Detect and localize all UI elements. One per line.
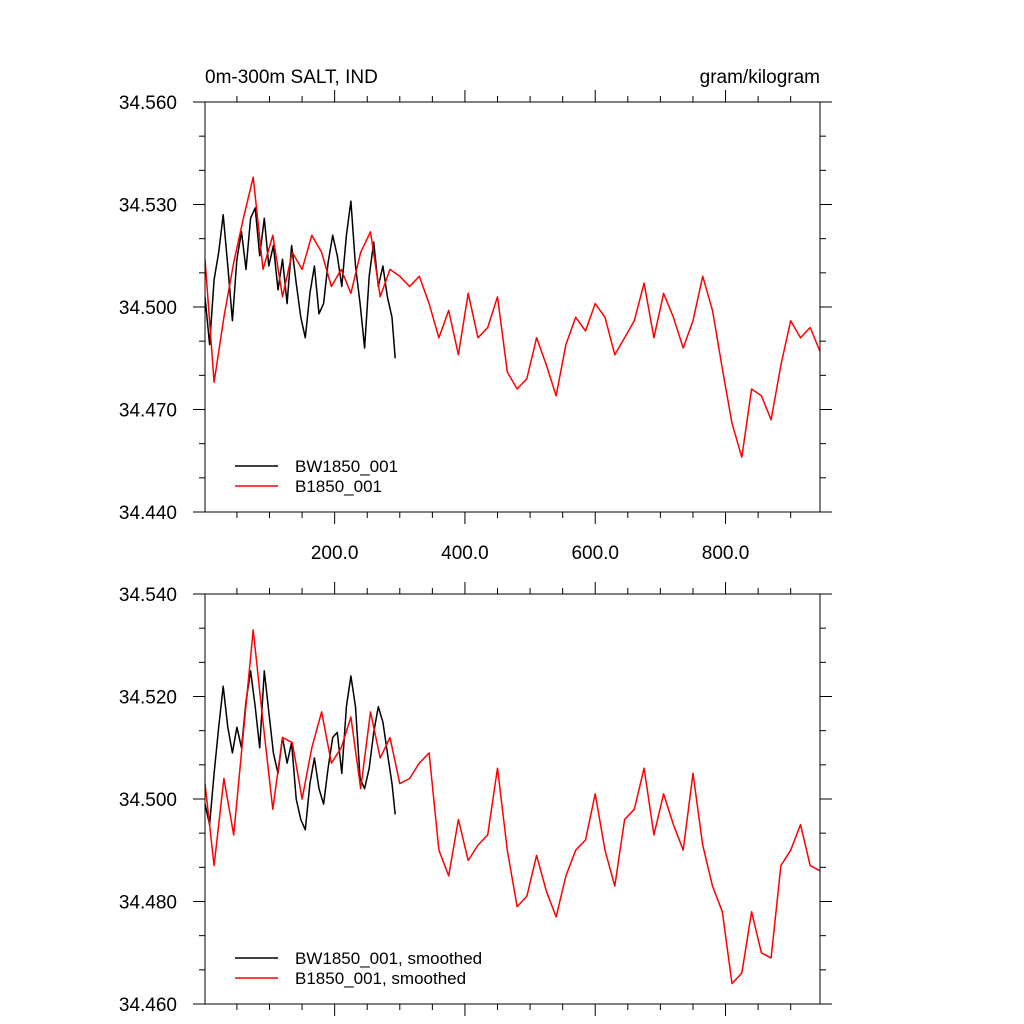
y-tick-label: 34.440: [119, 503, 177, 524]
y-tick-label: 34.500: [119, 298, 177, 319]
y-tick-label: 34.540: [119, 585, 177, 606]
series-line-b1850: [205, 176, 820, 459]
y-tick-label: 34.520: [119, 688, 177, 709]
y-tick-label: 34.530: [119, 196, 177, 217]
panel-smoothed-salinity: 34.460 34.480 34.500 34.520 34.540 BW1850_00…: [119, 582, 832, 1016]
series-line-bw1850: [205, 670, 396, 831]
x-tick-label: 200.0: [311, 543, 359, 564]
axis-ticks: [193, 90, 832, 524]
legend-label: B1850_001: [295, 477, 382, 496]
x-axis-tick-labels: 200.0 400.0 600.0 800.0: [311, 543, 749, 564]
y-tick-label: 34.500: [119, 790, 177, 811]
y-axis-tick-labels: 34.440 34.470 34.500 34.530 34.560: [119, 93, 177, 524]
legend-label: B1850_001, smoothed: [295, 969, 466, 988]
x-tick-label: 800.0: [702, 543, 750, 564]
x-tick-label: 600.0: [571, 543, 619, 564]
y-tick-label: 34.460: [119, 995, 177, 1016]
y-tick-label: 34.560: [119, 93, 177, 114]
chart-units: gram/kilogram: [700, 67, 820, 88]
series-line-bw1850: [205, 200, 396, 359]
legend-label: BW1850_001: [295, 457, 398, 476]
axis-ticks: [193, 582, 832, 1016]
legend-label: BW1850_001, smoothed: [295, 949, 482, 968]
plot-area: [205, 176, 820, 459]
series-line-b1850: [205, 629, 820, 985]
plot-area: [205, 629, 820, 985]
y-tick-label: 34.480: [119, 893, 177, 914]
y-axis-tick-labels: 34.460 34.480 34.500 34.520 34.540: [119, 585, 177, 1016]
panel-raw-salinity: 0m-300m SALT, IND gram/kilogram 34.44034…: [119, 67, 832, 564]
x-tick-label: 400.0: [441, 543, 489, 564]
chart-title: 0m-300m SALT, IND: [205, 67, 378, 88]
y-tick-label: 34.470: [119, 401, 177, 422]
